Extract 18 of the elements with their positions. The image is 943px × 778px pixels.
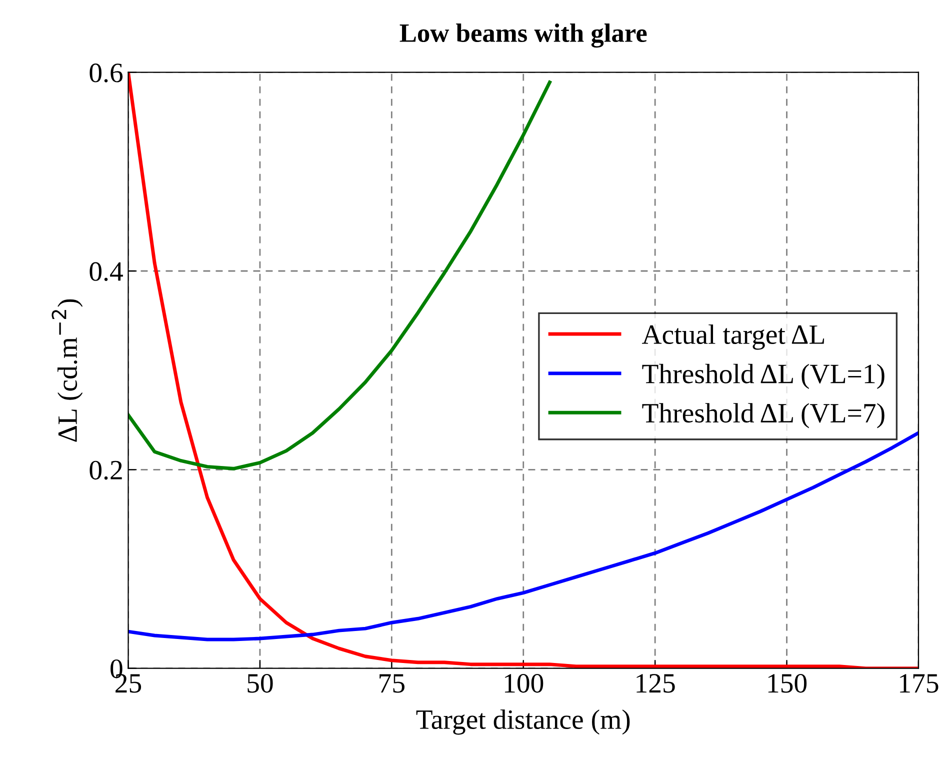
y-axis-title: ΔL (cd.m$^{−2}$) xyxy=(52,299,83,442)
x-axis-title: Target distance (m) xyxy=(416,709,630,735)
x-tick-label: 75 xyxy=(380,674,404,693)
y-tick-label: 0.6 xyxy=(90,64,123,82)
line-series xyxy=(128,80,552,470)
chart-title: Low beams with glare xyxy=(400,23,647,48)
x-tick-label: 50 xyxy=(248,674,273,693)
legend-label: Threshold ΔL (VL=1) xyxy=(642,364,884,390)
x-tick-label: 150 xyxy=(768,674,807,693)
line-series xyxy=(128,431,918,642)
legend-label: Threshold ΔL (VL=7) xyxy=(642,403,884,428)
line-series xyxy=(128,72,918,668)
legend-label: Actual target ΔL xyxy=(642,324,824,350)
y-tick-label: 0.2 xyxy=(90,460,122,480)
x-tick-label: 175 xyxy=(900,674,938,693)
x-tick-label: 125 xyxy=(636,674,675,693)
y-tick-label: 0.4 xyxy=(90,262,123,282)
x-tick-label: 100 xyxy=(504,674,544,693)
